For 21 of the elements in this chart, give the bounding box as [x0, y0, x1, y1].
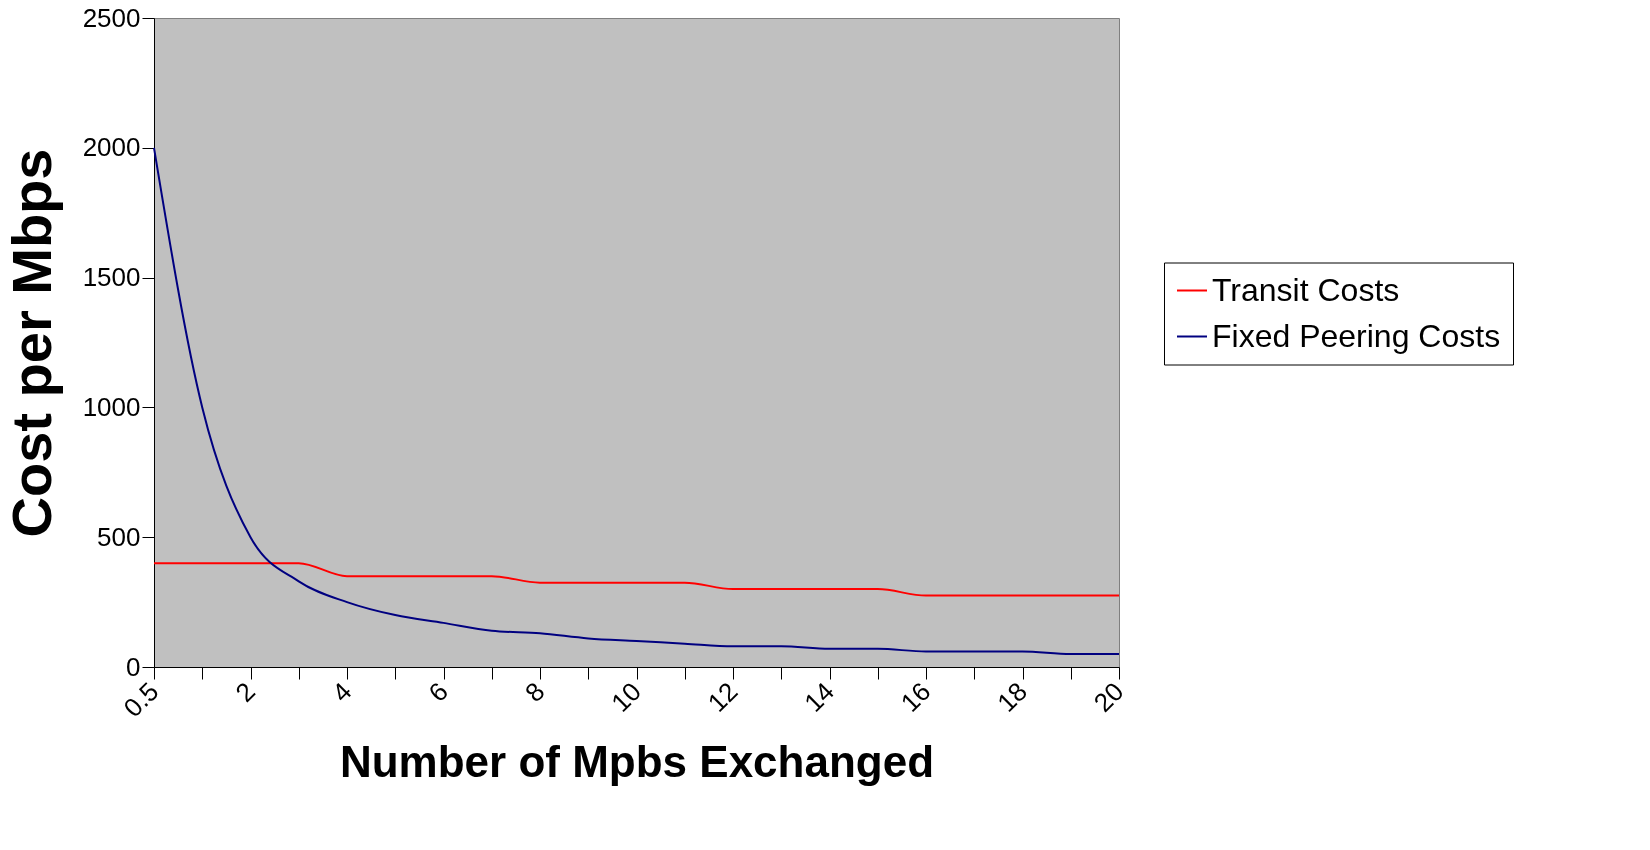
- x-tick-label: 2: [229, 676, 261, 708]
- line-series: [153, 562, 1120, 597]
- y-tick-label: 500: [97, 521, 141, 552]
- x-tick-label: 12: [701, 676, 744, 718]
- x-tick-label: 10: [605, 676, 647, 718]
- x-tick-label: 6: [422, 676, 454, 708]
- legend-label: Transit Costs: [1212, 271, 1400, 308]
- x-tick-label: 20: [1087, 676, 1130, 718]
- y-tick-label: 1000: [82, 391, 141, 422]
- y-tick-label: 2500: [82, 2, 141, 33]
- y-tick-label: 1500: [82, 262, 141, 293]
- x-tick-label: 18: [991, 676, 1033, 718]
- line-series: [153, 146, 1120, 656]
- y-axis-title: Cost per Mbps: [0, 148, 63, 538]
- y-tick-label: 2000: [82, 132, 141, 163]
- x-tick-label: 8: [518, 676, 551, 708]
- legend-label: Fixed Peering Costs: [1212, 317, 1501, 354]
- x-axis-title: Number of Mpbs Exchanged: [339, 737, 935, 787]
- x-tick-label: 16: [894, 676, 937, 718]
- x-tick-label: 4: [325, 676, 358, 708]
- x-tick-label: 14: [798, 676, 840, 718]
